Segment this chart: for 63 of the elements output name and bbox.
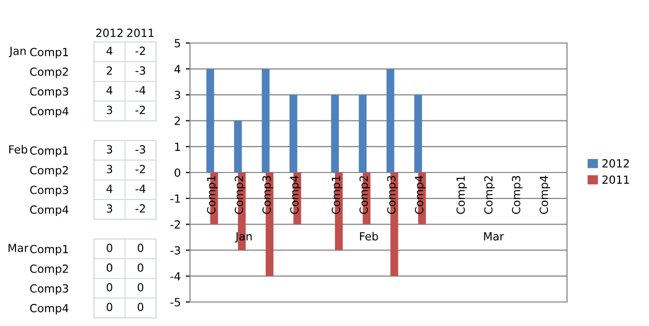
data-label: -3 — [136, 66, 146, 75]
y-tick-label: Comp1 — [30, 244, 68, 256]
x-tick-label: Comp3 — [512, 176, 522, 214]
annotation: Feb — [360, 232, 378, 240]
y-tick-label: Comp2 — [30, 166, 68, 177]
y2-tick-label: Feb — [9, 144, 28, 154]
data-label: -4 — [136, 86, 146, 94]
data-label: 3 — [106, 145, 112, 154]
data-label: 0 — [138, 244, 144, 252]
x-tick-label: Comp1 — [332, 176, 342, 214]
x-tick-label: Comp4 — [290, 176, 301, 214]
y-tick-label: Comp3 — [30, 87, 68, 98]
data-label: -2 — [136, 46, 145, 55]
y-tick-label: Comp1 — [30, 48, 68, 58]
y-tick-label: 3 — [174, 90, 180, 100]
data-label: 3 — [106, 164, 112, 174]
data-label: 4 — [106, 86, 112, 94]
y-tick-label: 1 — [175, 142, 180, 151]
y-tick-label: -1 — [170, 194, 180, 203]
y-tick-label: 5 — [174, 39, 180, 48]
data-label: -2 — [136, 106, 145, 114]
y-tick-label: -3 — [170, 246, 180, 255]
y-tick-label: Comp3 — [30, 284, 68, 295]
data-label: 4 — [106, 184, 112, 193]
data-label: 3 — [106, 204, 112, 213]
y-tick-label: Comp4 — [30, 304, 68, 314]
data-label: 2 — [106, 66, 112, 75]
x-tick-label: Comp1 — [206, 176, 218, 214]
data-label: 0 — [138, 283, 144, 292]
x-tick-label: Comp2 — [359, 176, 370, 214]
x-tick-label: Comp4 — [540, 176, 550, 214]
data-label: 0 — [138, 302, 144, 312]
y-tick-label: Comp4 — [30, 106, 68, 118]
legend-label: 2012 — [602, 159, 629, 168]
y-tick-label: 4 — [174, 65, 180, 74]
data-label: 0 — [138, 263, 144, 272]
data-label: 0 — [106, 244, 112, 252]
data-label: -2 — [136, 204, 145, 213]
y2-tick-label: Jan — [8, 46, 26, 58]
y-tick-label: Comp2 — [30, 68, 68, 78]
data-label: -3 — [136, 145, 146, 154]
x-tick-label: Comp3 — [262, 176, 273, 214]
data-label: 4 — [106, 46, 112, 55]
data-label: 0 — [106, 263, 112, 272]
y-tick-label: -2 — [170, 220, 180, 229]
data-label: 0 — [106, 302, 112, 312]
y-tick-label: 0 — [174, 168, 180, 177]
y-tick-label: Comp2 — [30, 264, 68, 276]
data-label: 0 — [106, 283, 112, 292]
annotation: Mar — [484, 232, 504, 240]
y-tick-label: 2 — [174, 116, 180, 125]
x-tick-label: Comp2 — [484, 176, 495, 214]
y-tick-label: -5 — [170, 298, 180, 306]
x-tick-label: Comp3 — [387, 176, 398, 214]
data-label: 3 — [106, 106, 112, 114]
y2-tick-label: Mar — [8, 244, 28, 252]
y-tick-label: Comp1 — [30, 146, 68, 157]
data-label: -2 — [136, 164, 145, 174]
y-tick-label: -4 — [170, 272, 180, 280]
x-tick-label: Comp4 — [414, 176, 426, 214]
x-tick-label: Comp1 — [456, 176, 468, 214]
x-tick-label: Comp2 — [234, 176, 246, 214]
data-label: -4 — [136, 184, 146, 193]
